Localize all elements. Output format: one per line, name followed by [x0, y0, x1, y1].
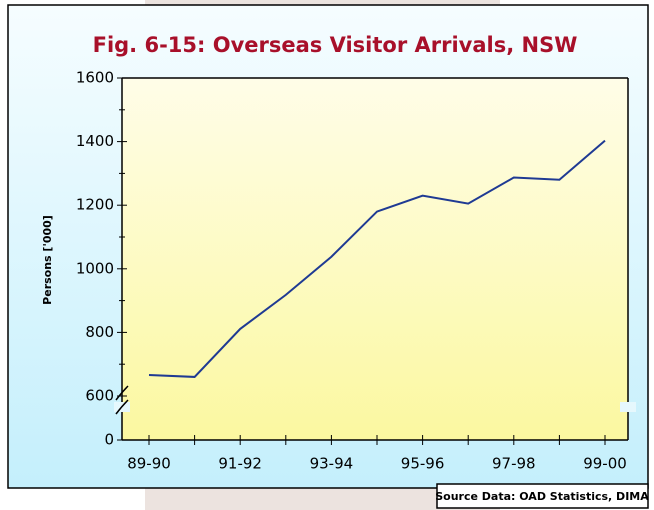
break-mark [115, 385, 129, 415]
source-note: Source Data: OAD Statistics, DIMA [435, 490, 649, 503]
x-tick-label: 95-96 [401, 455, 445, 473]
source-box [436, 483, 649, 509]
y-tick-label: 1200 [76, 196, 114, 214]
y-tick-label: 1600 [76, 69, 114, 87]
x-tick-label: 99-00 [583, 455, 627, 473]
y-tick-label: 600 [85, 387, 114, 405]
data-line [148, 139, 606, 378]
chart-title: Fig. 6-15: Overseas Visitor Arrivals, NS… [93, 33, 578, 57]
x-tick-label: 89-90 [127, 455, 171, 473]
plot-area [122, 78, 628, 440]
y-axis-label: Persons ['000] [41, 215, 54, 305]
y-tick-label: 0 [104, 431, 114, 449]
x-tick-label: 91-92 [218, 455, 262, 473]
axis-break-right [620, 402, 636, 412]
x-tick-label: 93-94 [310, 455, 354, 473]
y-tick-label: 1000 [76, 259, 114, 277]
y-tick-label: 800 [85, 323, 114, 341]
x-tick-label: 97-98 [492, 455, 536, 473]
y-tick-label: 1400 [76, 132, 114, 150]
